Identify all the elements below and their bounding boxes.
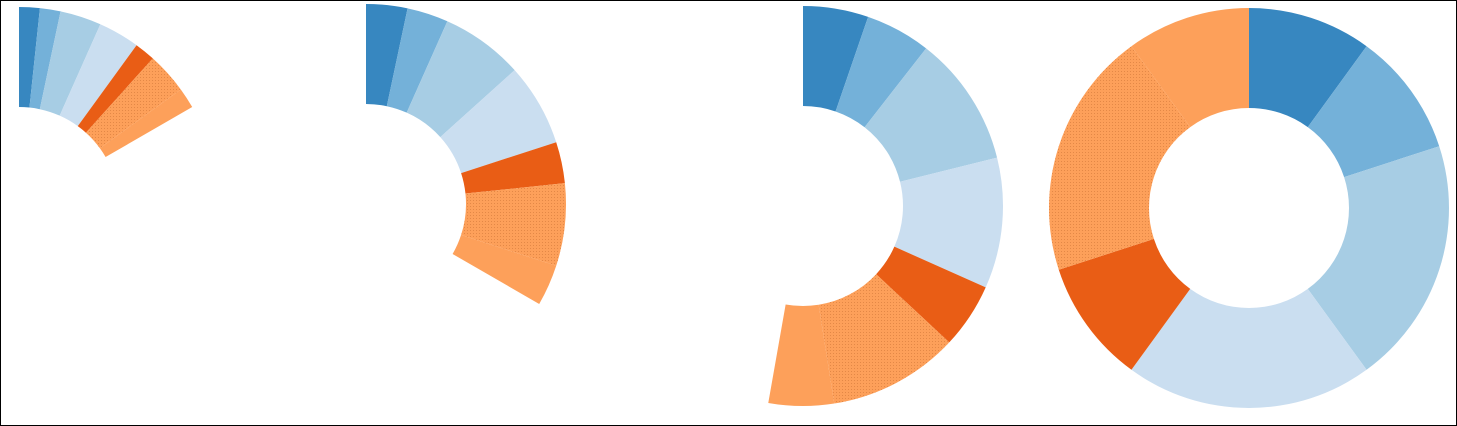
donut-2-slice-3 (406, 21, 515, 138)
donut-chart-3 (768, 6, 1004, 407)
donut-3-slice-7 (768, 304, 835, 407)
donut-1-slice-5 (77, 45, 153, 133)
donut-2-slice-5 (461, 142, 565, 194)
donut-1-slice-3 (39, 11, 101, 116)
donut-4-slice-3 (1307, 146, 1449, 370)
donut-4-slice-1 (1249, 8, 1367, 128)
donut-1-slice-6-hatch (85, 58, 181, 149)
donut-4-slice-2 (1307, 46, 1440, 178)
donut-3-slice-6-hatch (818, 274, 950, 404)
donut-chart-1 (19, 7, 193, 157)
donut-3-slice-2 (835, 16, 927, 128)
donut-chart-4 (1049, 8, 1449, 408)
donut-2-slice-7 (452, 234, 557, 304)
donut-3-slice-4 (894, 157, 1004, 288)
donut-4-slice-5 (1058, 238, 1191, 370)
donut-chart-2 (366, 4, 566, 304)
donut-4-slice-6-hatch (1049, 46, 1191, 270)
donut-1-slice-2 (29, 8, 61, 110)
donut-layer (19, 4, 1449, 408)
donut-2-slice-4 (440, 70, 557, 174)
donut-2-slice-2 (386, 8, 448, 113)
donut-4-slice-4 (1131, 288, 1367, 408)
donut-2-slice-1 (366, 4, 408, 107)
donut-3-slice-3 (864, 48, 998, 182)
donut-1-slice-7 (99, 89, 193, 157)
donut-3-slice-5 (876, 246, 986, 343)
donut-2-slice-6-hatch (461, 183, 566, 266)
donut-3-slice-1 (803, 6, 869, 112)
donut-1-slice-4 (59, 24, 137, 127)
donut-4-slice-7 (1131, 8, 1249, 128)
donut-1-slice-1 (19, 7, 40, 108)
